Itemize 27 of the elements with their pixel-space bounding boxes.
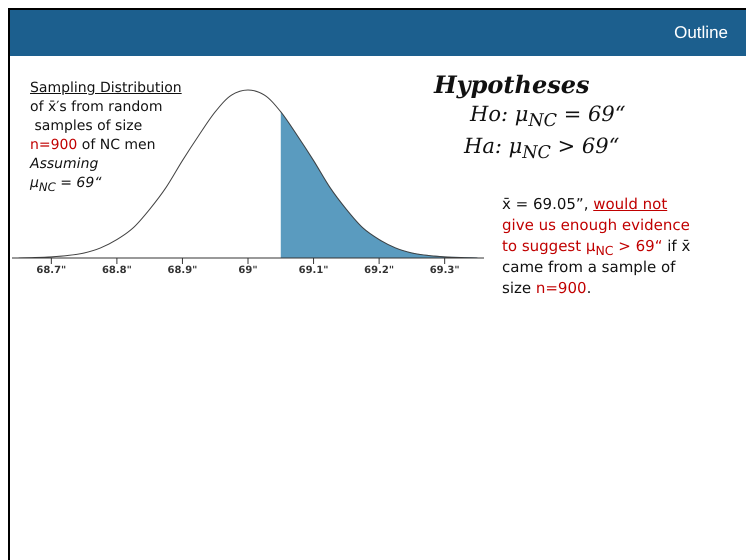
text: Outline xyxy=(674,23,728,42)
x-tick-label: 68.7" xyxy=(36,265,66,276)
annotation: samples of size xyxy=(33,118,142,134)
text: give us enough evidence xyxy=(502,216,690,234)
text: would not xyxy=(593,195,668,213)
x-tick-label: 69.3" xyxy=(430,265,460,276)
text: x̄ = 69.05”, xyxy=(502,195,590,213)
annotation: n=900 xyxy=(30,137,78,153)
x-tick-label: 69.1" xyxy=(298,265,328,276)
annotation: Ha: μ$_{NC}$ > 69“ xyxy=(464,134,620,164)
annotation: Hypotheses xyxy=(434,70,590,99)
x-tick-label: 69" xyxy=(238,265,258,276)
x-tick-label: 68.9" xyxy=(168,265,198,276)
annotation: μ$_{NC}$ = 69“ xyxy=(30,175,102,194)
text: if x̄ xyxy=(666,237,690,255)
annotation: Assuming xyxy=(30,156,98,172)
text: n=900 xyxy=(536,279,587,297)
annotation: of NC men xyxy=(80,137,156,153)
x-tick-label: 68.8" xyxy=(102,265,132,276)
x-tick-label: 69.2" xyxy=(364,265,394,276)
text: size xyxy=(502,279,532,297)
text: to suggest μ$_{NC}$ > 69“ xyxy=(502,237,662,258)
annotation: Sampling Distribution xyxy=(30,80,182,96)
text: came from a sample of xyxy=(502,258,676,276)
annotation: Ho: μ$_{NC}$ = 69“ xyxy=(470,102,626,132)
annotation: of x̄′s from random xyxy=(30,99,162,115)
text: . xyxy=(586,279,592,297)
